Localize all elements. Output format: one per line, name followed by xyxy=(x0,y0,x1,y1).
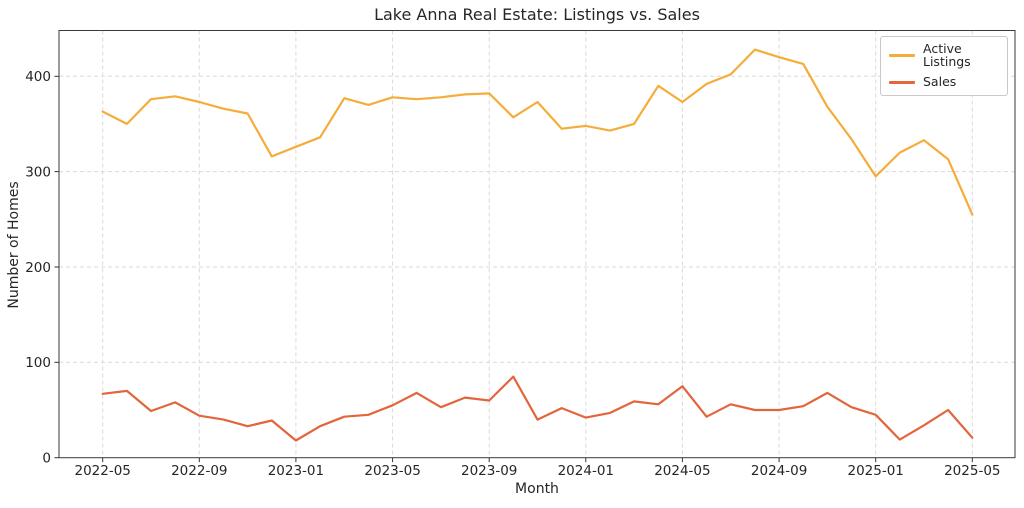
x-tick-label: 2025-01 xyxy=(847,463,903,479)
y-tick-label: 300 xyxy=(25,164,51,180)
x-tick-label: 2025-05 xyxy=(944,463,1000,479)
sales-line-swatch xyxy=(889,81,915,84)
y-tick-label: 0 xyxy=(42,451,51,467)
x-tick-label: 2023-05 xyxy=(364,463,420,479)
chart-title: Lake Anna Real Estate: Listings vs. Sale… xyxy=(374,5,700,24)
x-tick-label: 2023-01 xyxy=(268,463,324,479)
plot-border xyxy=(58,30,1016,459)
active-listings-line-swatch xyxy=(889,54,915,57)
x-tick-label: 2022-09 xyxy=(171,463,227,479)
x-tick-label: 2022-05 xyxy=(74,463,130,479)
x-axis-label: Month xyxy=(515,481,559,497)
sales-line xyxy=(101,375,974,442)
y-axis-label: Number of Homes xyxy=(6,181,22,309)
x-tick-label: 2024-01 xyxy=(558,463,614,479)
legend-label-active-listings: Active Listings xyxy=(923,41,971,69)
legend-item-sales: Sales xyxy=(889,74,999,89)
legend-label-sales: Sales xyxy=(923,74,957,89)
x-tick-label: 2023-09 xyxy=(461,463,517,479)
y-tick-label: 200 xyxy=(25,260,51,276)
x-tick-label: 2024-05 xyxy=(654,463,710,479)
y-tick-label: 400 xyxy=(25,69,51,85)
y-tick-label: 100 xyxy=(25,355,51,371)
active-listings-line xyxy=(101,48,974,216)
legend-item-active-listings: Active Listings xyxy=(889,41,999,69)
legend: Active Listings Sales xyxy=(880,36,1008,96)
x-tick-label: 2024-09 xyxy=(751,463,807,479)
